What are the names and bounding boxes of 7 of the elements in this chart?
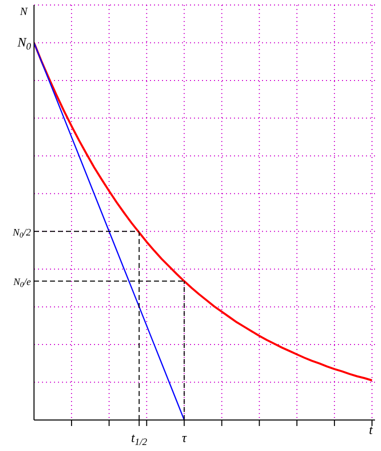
x-axis-title: t [369,422,373,437]
y-axis-title: N [19,6,28,18]
x-tick-label: τ [182,430,188,445]
x-tick-label: t$_{1/2}$ [131,430,148,448]
ref-line-label: N$_{0}$/2 [12,227,31,240]
text: N$_{0}$ [16,34,32,53]
ref-line-label: N$_{0}$/e [12,277,32,290]
